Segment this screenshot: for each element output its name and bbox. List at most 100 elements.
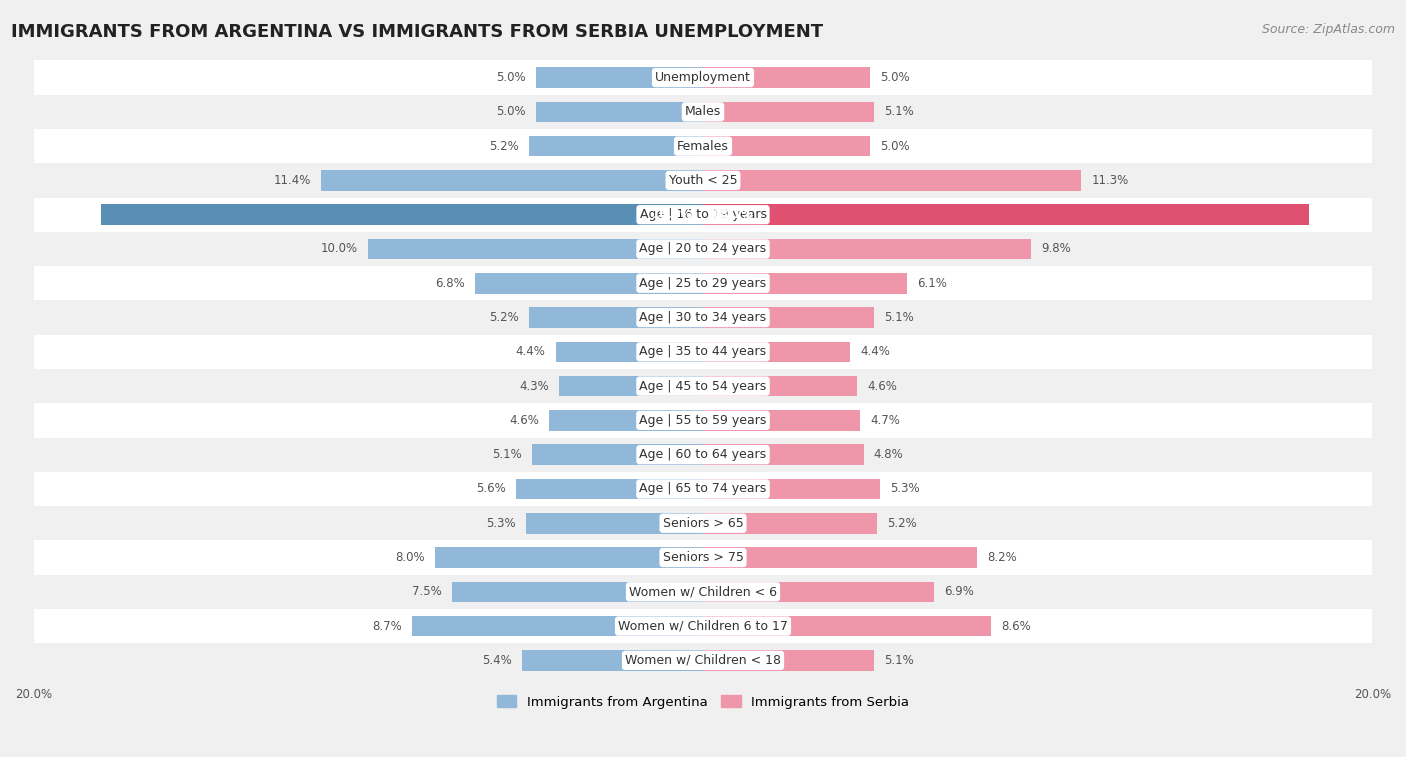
Text: Females: Females <box>678 139 728 153</box>
Text: 5.2%: 5.2% <box>489 311 519 324</box>
Text: 18.1%: 18.1% <box>713 208 754 221</box>
Text: 9.8%: 9.8% <box>1040 242 1071 255</box>
Bar <box>34 335 1372 369</box>
Text: 4.4%: 4.4% <box>516 345 546 358</box>
Text: 8.7%: 8.7% <box>373 619 402 633</box>
Bar <box>412 615 703 637</box>
Bar <box>475 273 703 294</box>
Text: 5.1%: 5.1% <box>492 448 522 461</box>
Bar <box>34 266 1372 301</box>
Text: 8.6%: 8.6% <box>1001 619 1031 633</box>
Bar <box>703 547 977 568</box>
Text: 8.0%: 8.0% <box>395 551 425 564</box>
Bar <box>703 581 934 602</box>
Text: 5.0%: 5.0% <box>496 105 526 118</box>
Text: 5.3%: 5.3% <box>890 482 920 496</box>
Text: IMMIGRANTS FROM ARGENTINA VS IMMIGRANTS FROM SERBIA UNEMPLOYMENT: IMMIGRANTS FROM ARGENTINA VS IMMIGRANTS … <box>11 23 824 41</box>
Text: 5.2%: 5.2% <box>489 139 519 153</box>
Text: Age | 25 to 29 years: Age | 25 to 29 years <box>640 277 766 290</box>
Text: Unemployment: Unemployment <box>655 71 751 84</box>
Bar <box>34 61 1372 95</box>
Text: 6.1%: 6.1% <box>917 277 948 290</box>
Bar <box>703 341 851 362</box>
Bar <box>533 444 703 465</box>
Text: 5.6%: 5.6% <box>475 482 506 496</box>
Text: Age | 35 to 44 years: Age | 35 to 44 years <box>640 345 766 358</box>
Bar <box>703 136 870 157</box>
Bar <box>34 198 1372 232</box>
Bar <box>548 410 703 431</box>
Bar <box>703 410 860 431</box>
Text: 4.4%: 4.4% <box>860 345 890 358</box>
Bar <box>529 307 703 328</box>
Text: 4.6%: 4.6% <box>509 414 538 427</box>
Bar <box>34 403 1372 438</box>
Text: Source: ZipAtlas.com: Source: ZipAtlas.com <box>1261 23 1395 36</box>
Text: Age | 30 to 34 years: Age | 30 to 34 years <box>640 311 766 324</box>
Bar <box>703 238 1031 259</box>
Bar <box>34 575 1372 609</box>
Text: Seniors > 75: Seniors > 75 <box>662 551 744 564</box>
Text: Age | 45 to 54 years: Age | 45 to 54 years <box>640 379 766 393</box>
Text: Age | 20 to 24 years: Age | 20 to 24 years <box>640 242 766 255</box>
Bar <box>34 540 1372 575</box>
Bar <box>703 67 870 88</box>
Bar <box>703 513 877 534</box>
Text: 8.2%: 8.2% <box>987 551 1018 564</box>
Bar <box>703 650 873 671</box>
Bar <box>34 301 1372 335</box>
Bar <box>703 170 1081 191</box>
Bar <box>451 581 703 602</box>
Text: 11.4%: 11.4% <box>274 174 311 187</box>
Bar <box>703 101 873 122</box>
Text: 5.3%: 5.3% <box>486 517 516 530</box>
Text: Age | 65 to 74 years: Age | 65 to 74 years <box>640 482 766 496</box>
Bar <box>522 650 703 671</box>
Bar <box>703 273 907 294</box>
Bar <box>703 307 873 328</box>
Legend: Immigrants from Argentina, Immigrants from Serbia: Immigrants from Argentina, Immigrants fr… <box>492 690 914 714</box>
Text: Youth < 25: Youth < 25 <box>669 174 737 187</box>
Text: Seniors > 65: Seniors > 65 <box>662 517 744 530</box>
Text: Males: Males <box>685 105 721 118</box>
Bar <box>34 369 1372 403</box>
Text: 10.0%: 10.0% <box>321 242 359 255</box>
Bar <box>34 643 1372 678</box>
Bar <box>703 615 991 637</box>
Bar <box>516 478 703 500</box>
Text: Women w/ Children 6 to 17: Women w/ Children 6 to 17 <box>619 619 787 633</box>
Text: Women w/ Children < 18: Women w/ Children < 18 <box>626 654 780 667</box>
Bar <box>536 67 703 88</box>
Bar <box>703 204 1309 225</box>
Text: 5.2%: 5.2% <box>887 517 917 530</box>
Text: Age | 55 to 59 years: Age | 55 to 59 years <box>640 414 766 427</box>
Text: 7.5%: 7.5% <box>412 585 441 598</box>
Text: 5.0%: 5.0% <box>880 139 910 153</box>
Text: Age | 60 to 64 years: Age | 60 to 64 years <box>640 448 766 461</box>
Bar <box>560 375 703 397</box>
Text: 4.3%: 4.3% <box>519 379 548 393</box>
Bar <box>34 438 1372 472</box>
Text: 5.0%: 5.0% <box>496 71 526 84</box>
Text: 5.1%: 5.1% <box>884 105 914 118</box>
Text: 11.3%: 11.3% <box>1091 174 1129 187</box>
Text: 18.0%: 18.0% <box>652 208 693 221</box>
Text: 6.9%: 6.9% <box>943 585 974 598</box>
Bar <box>34 95 1372 129</box>
Bar <box>34 232 1372 266</box>
Text: 4.8%: 4.8% <box>873 448 904 461</box>
Bar <box>368 238 703 259</box>
Bar <box>34 609 1372 643</box>
Bar <box>34 472 1372 506</box>
Text: Women w/ Children < 6: Women w/ Children < 6 <box>628 585 778 598</box>
Text: 5.0%: 5.0% <box>880 71 910 84</box>
Text: 6.8%: 6.8% <box>436 277 465 290</box>
Bar <box>322 170 703 191</box>
Bar <box>34 506 1372 540</box>
Bar <box>703 375 858 397</box>
Bar <box>555 341 703 362</box>
Bar <box>703 444 863 465</box>
Bar <box>34 164 1372 198</box>
Bar <box>529 136 703 157</box>
Bar <box>536 101 703 122</box>
